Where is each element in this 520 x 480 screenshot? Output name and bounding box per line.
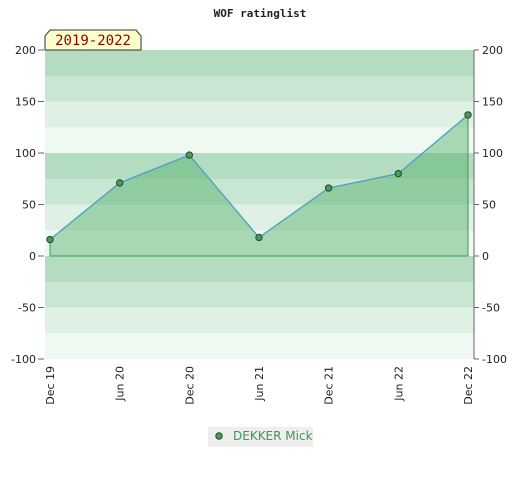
y2-tick-label: -100 bbox=[482, 353, 507, 366]
x-tick-label: Jun 20 bbox=[114, 366, 127, 402]
y-tick-label: -50 bbox=[18, 302, 36, 315]
plot bbox=[46, 111, 472, 257]
y2-tick-label: 50 bbox=[482, 199, 496, 212]
y2-tick-label: 0 bbox=[482, 250, 489, 263]
band bbox=[45, 256, 474, 283]
background-bands bbox=[45, 50, 474, 360]
point bbox=[464, 111, 472, 119]
y-tick-label: 100 bbox=[15, 147, 36, 160]
point bbox=[185, 151, 194, 159]
annotation: 2019-2022 bbox=[55, 33, 131, 49]
y2-tick-label: 100 bbox=[482, 147, 503, 160]
y2-tick-label: 200 bbox=[482, 44, 503, 57]
y2-tick-label: -50 bbox=[482, 302, 500, 315]
point bbox=[394, 169, 403, 178]
x-tick-label: Dec 20 bbox=[183, 366, 196, 405]
y-tick-label: 50 bbox=[22, 199, 36, 212]
legend-label: DEKKER Mick bbox=[233, 429, 313, 443]
band bbox=[45, 50, 474, 77]
y-tick-label: 150 bbox=[15, 96, 36, 109]
point bbox=[324, 184, 333, 192]
x-tick-label: Dec 19 bbox=[44, 366, 57, 405]
point bbox=[255, 233, 263, 242]
x-tick-label: Dec 21 bbox=[323, 366, 336, 405]
band bbox=[45, 281, 474, 308]
annotation-box bbox=[44, 29, 142, 51]
point bbox=[115, 179, 124, 187]
band bbox=[45, 75, 474, 102]
x-tick-label: Jun 22 bbox=[392, 366, 405, 402]
band bbox=[45, 204, 474, 231]
band bbox=[45, 307, 474, 334]
x-tick-label: Dec 22 bbox=[462, 366, 475, 405]
y-tick-label: 200 bbox=[15, 44, 36, 57]
band bbox=[45, 153, 474, 180]
legend-box bbox=[208, 427, 313, 447]
band bbox=[45, 333, 474, 360]
y-tick-label: 0 bbox=[29, 250, 36, 263]
legend-marker bbox=[215, 432, 223, 440]
y2-tick-label: 150 bbox=[482, 96, 503, 109]
x-tick-label: Jun 21 bbox=[253, 366, 266, 402]
chart-title: WOF ratinglist bbox=[214, 7, 307, 20]
band bbox=[45, 127, 474, 154]
point bbox=[46, 235, 54, 244]
band bbox=[45, 101, 474, 128]
y-tick-label: -100 bbox=[11, 353, 36, 366]
